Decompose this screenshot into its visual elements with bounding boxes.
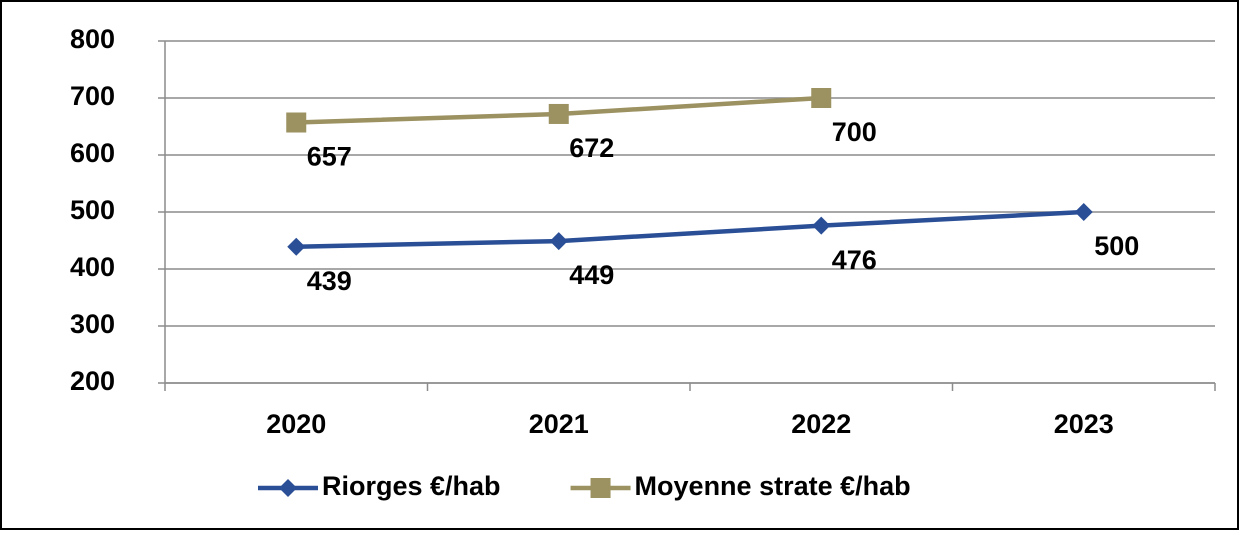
data-label: 700 <box>832 117 877 147</box>
legend-marker <box>279 479 297 497</box>
point <box>548 103 569 124</box>
y-tick-label: 500 <box>70 195 115 225</box>
point <box>287 237 306 256</box>
y-tick-label: 200 <box>70 366 115 396</box>
point <box>549 232 568 251</box>
data-label: 672 <box>569 133 614 163</box>
y-tick-label: 400 <box>70 252 115 282</box>
data-label: 476 <box>832 245 877 275</box>
marks <box>286 88 1093 256</box>
legend-label: Riorges €/hab <box>322 471 501 501</box>
x-tick-label: 2022 <box>791 409 851 439</box>
point <box>1074 203 1093 221</box>
x-tick-label: 2020 <box>266 409 326 439</box>
data-label: 439 <box>307 266 352 296</box>
y-tick-label: 600 <box>70 138 115 168</box>
labels: 200 300 400 500 600 700 800 2020 2021 2022 2023 439… <box>70 24 1139 501</box>
point <box>286 112 307 133</box>
y-tick-label: 300 <box>70 309 115 339</box>
point <box>812 216 831 235</box>
y-tick-label: 700 <box>70 81 115 111</box>
legend-marker <box>590 478 611 498</box>
x-tick-label: 2023 <box>1054 409 1114 439</box>
data-label: 657 <box>307 142 352 172</box>
point <box>811 88 832 108</box>
series-line <box>296 209 1084 250</box>
data-label: 500 <box>1094 231 1139 261</box>
x-tick-label: 2021 <box>529 409 589 439</box>
legend-label: Moyenne strate €/hab <box>635 471 911 501</box>
grid <box>165 40 1215 384</box>
axes <box>158 40 1216 498</box>
data-label: 449 <box>569 260 614 290</box>
y-tick-label: 800 <box>70 24 115 54</box>
